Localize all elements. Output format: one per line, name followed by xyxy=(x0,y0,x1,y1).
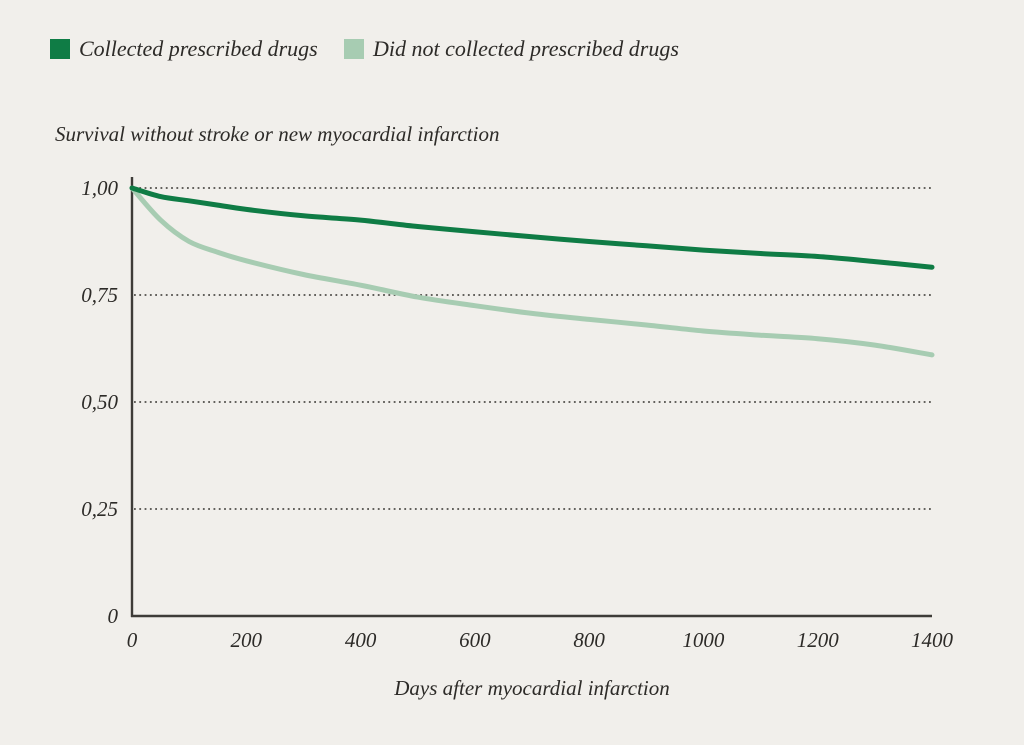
legend-swatch-not-collected xyxy=(344,39,364,59)
y-tick-label: 0 xyxy=(107,604,119,628)
y-tick-label: 1,00 xyxy=(81,176,118,200)
x-tick-label: 200 xyxy=(230,628,263,652)
x-axis-title: Days after myocardial infarction xyxy=(394,676,670,700)
y-tick-label: 0,50 xyxy=(81,390,118,414)
x-tick-label: 1000 xyxy=(682,628,725,652)
legend-item-collected: Collected prescribed drugs xyxy=(50,36,318,62)
x-tick-label: 1400 xyxy=(911,628,953,652)
legend-swatch-collected xyxy=(50,39,70,59)
legend-label-not-collected: Did not collected prescribed drugs xyxy=(373,36,679,61)
y-tick-label: 0,75 xyxy=(81,283,118,307)
chart-title: Survival without stroke or new myocardia… xyxy=(55,122,500,146)
x-tick-label: 1200 xyxy=(796,628,839,652)
x-tick-label: 600 xyxy=(459,628,491,652)
x-tick-label: 800 xyxy=(573,628,605,652)
x-tick-label: 0 xyxy=(126,628,138,652)
x-tick-label: 400 xyxy=(344,628,377,652)
series-curve-1 xyxy=(129,185,935,358)
legend-label-collected: Collected prescribed drugs xyxy=(79,36,318,61)
legend-item-not-collected: Did not collected prescribed drugs xyxy=(344,36,679,62)
series-curve-0 xyxy=(129,185,935,270)
y-tick-label: 0,25 xyxy=(81,497,118,521)
